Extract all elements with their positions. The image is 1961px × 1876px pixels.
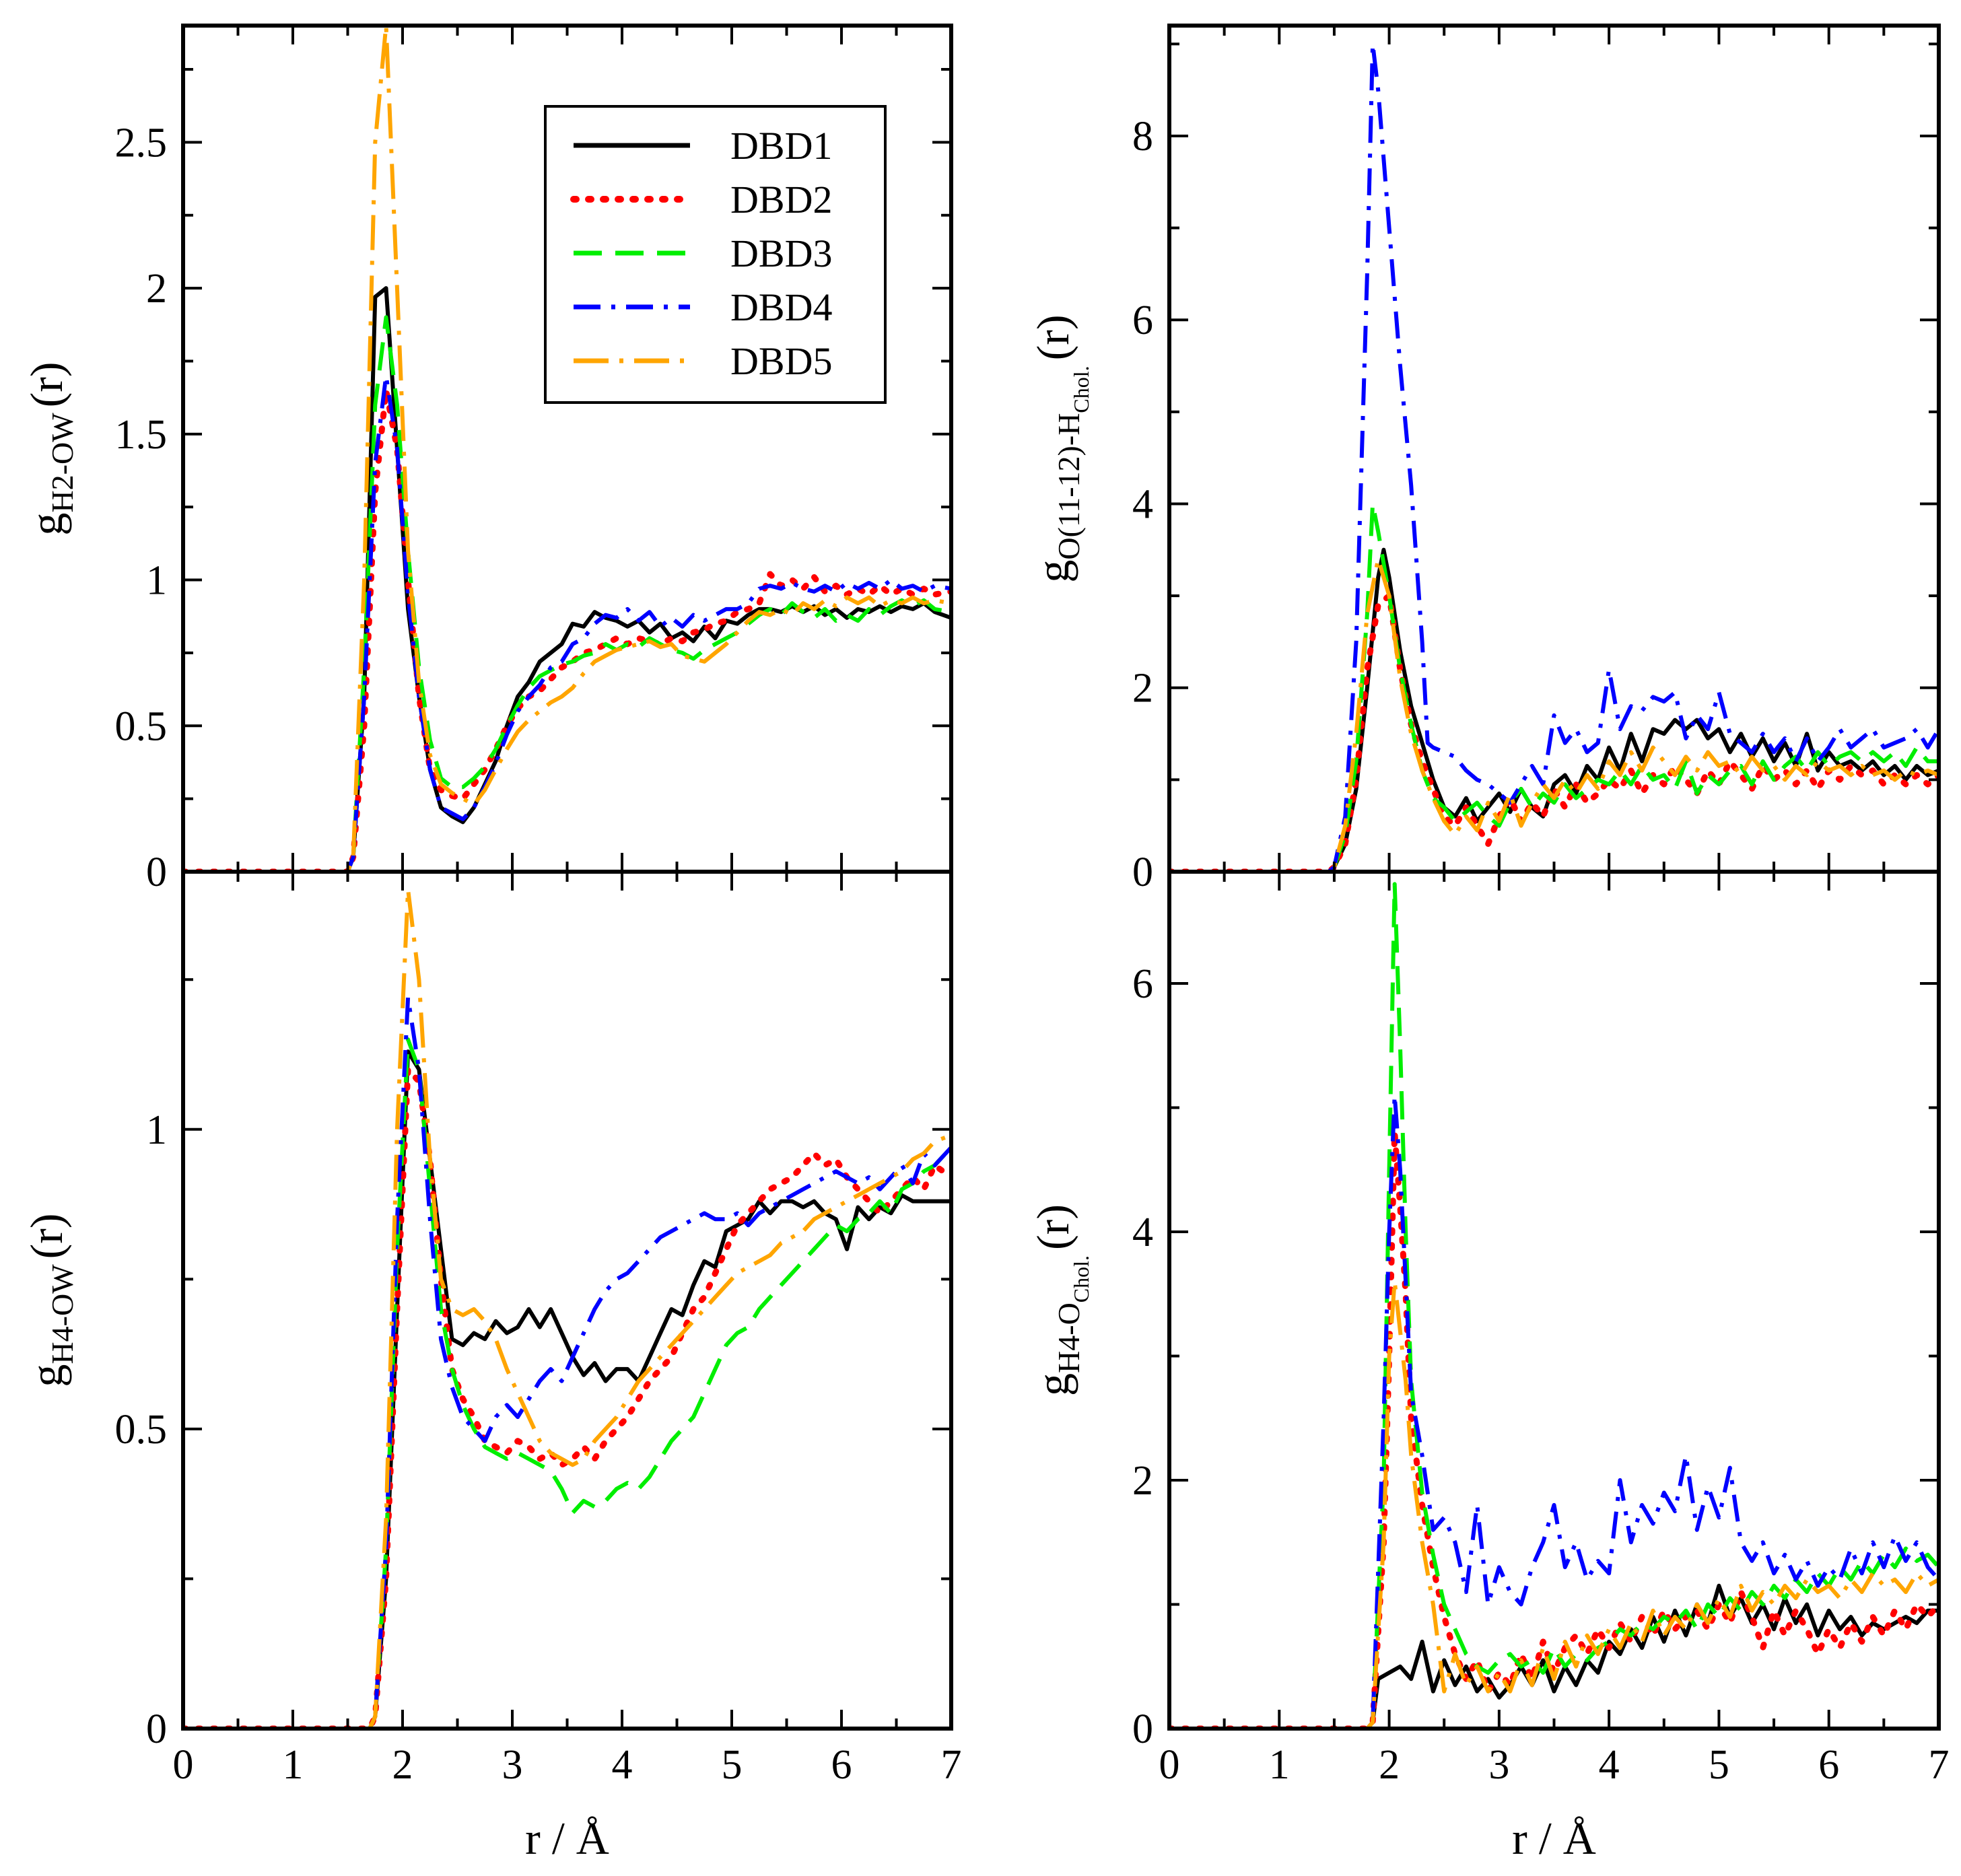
series-line-dbd2 bbox=[183, 1066, 951, 1729]
legend-label-dbd1: DBD1 bbox=[730, 124, 832, 168]
y-axis-title-arg: (r) bbox=[21, 361, 72, 407]
x-tick-label: 2 bbox=[392, 1742, 413, 1788]
x-axis-title: r / Å bbox=[1512, 1813, 1596, 1864]
y-tick-label: 4 bbox=[1132, 481, 1153, 527]
x-axis-title-main: r / bbox=[525, 1813, 576, 1864]
y-axis-title-main: g bbox=[21, 513, 72, 536]
y-tick-label: 1.5 bbox=[115, 412, 168, 458]
y-tick-label: 6 bbox=[1132, 298, 1153, 343]
x-axis-title-unit: Å bbox=[576, 1813, 609, 1864]
y-axis-title-sub: O(11-12)-H bbox=[1052, 413, 1086, 560]
y-tick-label: 8 bbox=[1132, 114, 1153, 160]
y-tick-label: 0 bbox=[146, 1706, 167, 1752]
y-tick-label: 4 bbox=[1132, 1210, 1153, 1255]
x-tick-label: 2 bbox=[1379, 1742, 1400, 1788]
series-line-dbd2 bbox=[1169, 1129, 1939, 1729]
y-axis-title-main: g bbox=[21, 1364, 72, 1387]
y-tick-label: 0 bbox=[146, 849, 167, 895]
y-axis-title-sub2: Chol. bbox=[1069, 366, 1093, 413]
y-axis-title-sub: H4-OW bbox=[45, 1264, 79, 1364]
y-axis-title: gH4-OChol. (r) bbox=[1027, 1204, 1093, 1396]
series-line-dbd4 bbox=[183, 374, 951, 872]
x-tick-label: 3 bbox=[1488, 1742, 1509, 1788]
y-tick-label: 0 bbox=[1132, 849, 1153, 895]
series-line-dbd1 bbox=[1169, 547, 1939, 872]
y-axis-title-arg: (r) bbox=[1027, 1204, 1078, 1250]
legend-label-dbd4: DBD4 bbox=[730, 285, 832, 329]
y-axis-title: gO(11-12)-HChol. (r) bbox=[1027, 314, 1093, 582]
x-tick-label: 0 bbox=[1159, 1742, 1180, 1788]
y-tick-label: 2 bbox=[1132, 1458, 1153, 1504]
y-axis-title-sub: H4-O bbox=[1052, 1302, 1086, 1373]
x-tick-label: 0 bbox=[173, 1742, 194, 1788]
legend-box bbox=[544, 105, 887, 404]
series-line-dbd1 bbox=[1169, 1583, 1939, 1729]
x-tick-label: 6 bbox=[831, 1742, 852, 1788]
y-tick-label: 1 bbox=[146, 1107, 167, 1153]
x-tick-label: 7 bbox=[941, 1742, 962, 1788]
x-tick-label: 5 bbox=[1709, 1742, 1729, 1788]
y-tick-label: 2 bbox=[146, 266, 167, 312]
x-tick-label: 5 bbox=[722, 1742, 743, 1788]
y-axis-title-arg: (r) bbox=[1027, 314, 1078, 360]
series-line-dbd5 bbox=[183, 887, 951, 1729]
series-group bbox=[183, 887, 951, 1729]
x-tick-label: 7 bbox=[1929, 1742, 1950, 1788]
y-axis-title-arg: (r) bbox=[21, 1213, 72, 1259]
x-tick-label: 4 bbox=[1599, 1742, 1620, 1788]
panel-top-right: 0 2 4 6 8 gO(11-12)-HChol. (r) bbox=[1027, 24, 1941, 895]
x-tick-label: 3 bbox=[502, 1742, 523, 1788]
panel-top-left: 0 0.5 1 1.5 2 2.5 gH2-OW (r) bbox=[21, 24, 953, 895]
y-tick-label: 2.5 bbox=[115, 120, 168, 166]
panel-frame bbox=[1167, 870, 1941, 1731]
y-axis-title: gH2-OW (r) bbox=[21, 361, 79, 535]
x-tick-label: 1 bbox=[1269, 1742, 1290, 1788]
series-line-dbd3 bbox=[1169, 501, 1939, 872]
legend: DBD1 DBD2 DBD3 DBD4 DBD5 bbox=[544, 105, 887, 404]
y-tick-label: 0.5 bbox=[115, 1407, 168, 1453]
legend-label-dbd5: DBD5 bbox=[730, 339, 832, 383]
series-line-dbd2 bbox=[1169, 592, 1939, 872]
y-axis-title: gH4-OW (r) bbox=[21, 1213, 79, 1387]
y-tick-label: 6 bbox=[1132, 961, 1153, 1007]
series-group bbox=[1169, 882, 1939, 1729]
panel-frame bbox=[181, 870, 953, 1731]
x-tick-label: 6 bbox=[1818, 1742, 1839, 1788]
series-line-dbd4 bbox=[1169, 42, 1939, 872]
series-line-dbd4 bbox=[183, 995, 951, 1729]
y-tick-label: 0 bbox=[1132, 1706, 1153, 1752]
y-tick-label: 1 bbox=[146, 558, 167, 604]
x-axis-title-unit: Å bbox=[1563, 1813, 1596, 1864]
y-tick-label: 0.5 bbox=[115, 703, 168, 749]
x-axis-title: r / Å bbox=[525, 1813, 609, 1864]
series-line-dbd5 bbox=[1169, 557, 1939, 872]
panel-bottom-left: 0 0.5 1 0 1 2 3 4 5 6 7 gH4-OW (r) r / Å bbox=[21, 870, 962, 1864]
y-axis-title-main: g bbox=[1027, 560, 1078, 583]
series-group bbox=[1169, 42, 1939, 872]
x-tick-label: 1 bbox=[283, 1742, 304, 1788]
legend-label-dbd3: DBD3 bbox=[730, 232, 832, 275]
y-axis-title-sub: H2-OW bbox=[45, 413, 79, 513]
legend-label-dbd2: DBD2 bbox=[730, 178, 832, 221]
series-line-dbd5 bbox=[1169, 1279, 1939, 1729]
x-tick-label: 4 bbox=[612, 1742, 633, 1788]
y-axis-title-main: g bbox=[1027, 1373, 1078, 1396]
y-tick-label: 2 bbox=[1132, 666, 1153, 711]
series-line-dbd1 bbox=[183, 1049, 951, 1729]
series-group bbox=[183, 26, 951, 872]
series-line-dbd3 bbox=[1169, 882, 1939, 1729]
panel-bottom-right: 0 2 4 6 0 1 2 3 4 5 6 7 gH4-OChol. (r) r / Å bbox=[1027, 870, 1950, 1864]
y-axis-title-sub2: Chol. bbox=[1069, 1255, 1093, 1302]
panel-frame bbox=[1167, 24, 1941, 874]
series-line-dbd4 bbox=[1169, 1093, 1939, 1729]
series-line-dbd3 bbox=[183, 1037, 951, 1729]
x-axis-title-main: r / bbox=[1512, 1813, 1563, 1864]
